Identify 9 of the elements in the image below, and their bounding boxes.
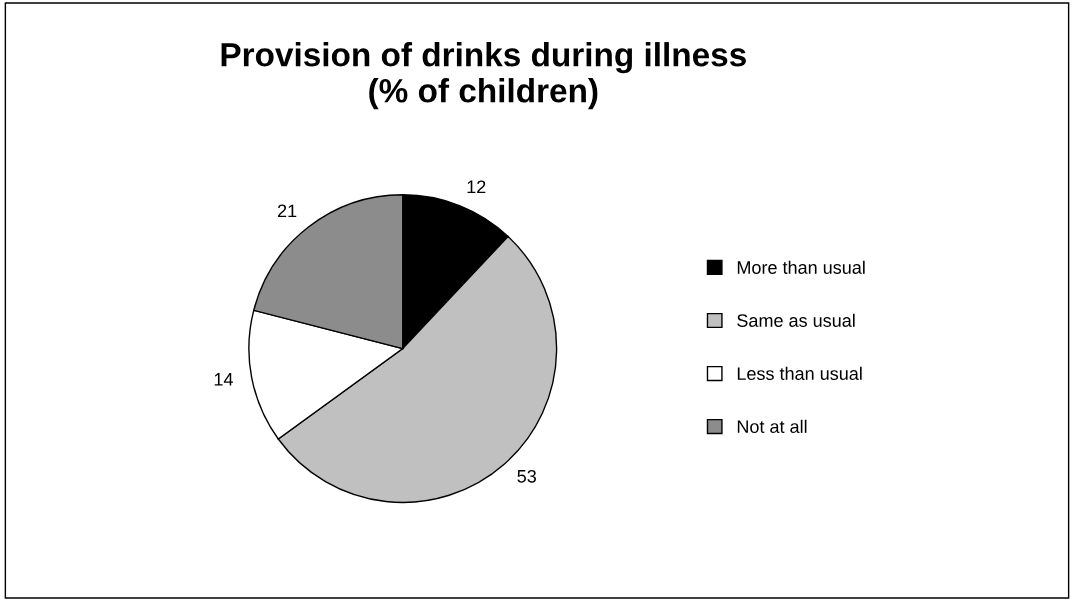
data-label: 14 [214,373,233,386]
legend-label: Less than usual [737,366,862,380]
data-label: 12 [467,180,486,194]
data-label: 53 [517,469,536,483]
data-label: 21 [277,204,297,218]
chart-title: Provision of drinks during illness (% of children) [221,42,746,110]
legend-label: Not at all [737,419,807,434]
legend-label: Same as usual [737,313,855,327]
legend-label: More than usual [737,260,865,274]
